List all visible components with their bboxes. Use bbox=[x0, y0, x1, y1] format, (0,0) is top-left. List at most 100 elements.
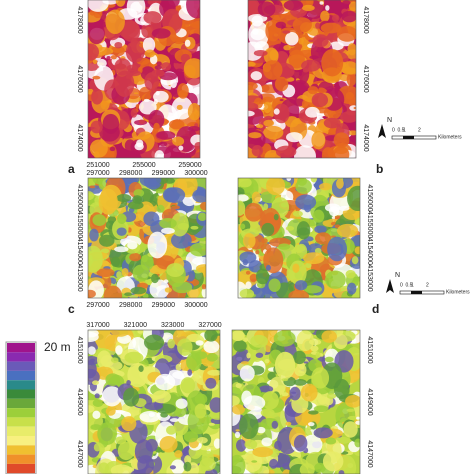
legend-swatch bbox=[7, 361, 35, 371]
map-texture bbox=[250, 71, 263, 81]
map-texture bbox=[248, 260, 263, 273]
map-texture bbox=[156, 61, 162, 67]
map-texture bbox=[348, 415, 357, 421]
map-texture bbox=[255, 352, 264, 358]
map-texture bbox=[261, 391, 279, 410]
map-frame bbox=[87, 177, 207, 299]
map-texture bbox=[314, 225, 327, 234]
map-texture bbox=[106, 56, 111, 60]
map-texture bbox=[200, 445, 211, 451]
x-tick-label-top: 298000 bbox=[119, 170, 142, 177]
map-texture bbox=[190, 225, 199, 230]
y-tick-label: 4176000 bbox=[76, 65, 83, 92]
map-texture bbox=[269, 376, 286, 396]
map-texture bbox=[148, 109, 165, 130]
map-texture bbox=[341, 10, 356, 23]
map-texture bbox=[110, 55, 117, 60]
map-texture bbox=[93, 21, 107, 29]
map-panel bbox=[232, 330, 360, 474]
map-texture bbox=[92, 75, 101, 80]
map-texture bbox=[274, 76, 289, 92]
map-texture bbox=[282, 30, 291, 34]
map-texture bbox=[239, 288, 255, 298]
map-texture bbox=[115, 345, 123, 355]
map-texture bbox=[289, 386, 301, 401]
y-tick-label: 4147000 bbox=[366, 440, 373, 467]
map-texture bbox=[94, 393, 100, 399]
map-texture bbox=[168, 119, 185, 130]
map-texture bbox=[283, 44, 291, 51]
y-tick-label: 4147000 bbox=[76, 440, 83, 467]
map-texture bbox=[105, 9, 125, 35]
map-texture bbox=[172, 136, 185, 146]
map-texture bbox=[333, 333, 348, 350]
map-texture bbox=[342, 0, 351, 6]
map-texture bbox=[164, 287, 172, 293]
map-texture bbox=[315, 351, 321, 359]
scale-label: 2 bbox=[418, 127, 421, 133]
panel-label: b bbox=[376, 162, 383, 176]
map-texture bbox=[109, 146, 116, 152]
map-texture bbox=[151, 28, 171, 39]
x-tick-label: 299000 bbox=[152, 302, 175, 309]
map-texture bbox=[178, 145, 184, 151]
map-texture bbox=[288, 289, 309, 298]
map-texture bbox=[153, 122, 160, 132]
map-texture bbox=[123, 387, 140, 407]
map-texture bbox=[268, 278, 281, 293]
legend-swatch bbox=[7, 370, 35, 381]
map-texture bbox=[244, 439, 258, 450]
map-texture bbox=[116, 227, 127, 236]
map-texture bbox=[331, 14, 340, 22]
map-texture bbox=[314, 247, 322, 254]
map-texture bbox=[183, 431, 199, 443]
map-texture bbox=[170, 459, 185, 474]
map-texture bbox=[311, 130, 326, 150]
map-texture bbox=[232, 404, 245, 415]
map-texture bbox=[322, 451, 344, 472]
map-texture bbox=[346, 408, 355, 412]
map-texture bbox=[275, 145, 297, 158]
map-texture bbox=[354, 246, 360, 255]
map-texture bbox=[340, 111, 356, 123]
map-texture bbox=[238, 200, 246, 216]
map-frame bbox=[87, 0, 201, 159]
map-texture bbox=[127, 201, 144, 210]
map-texture bbox=[103, 285, 123, 298]
map-texture bbox=[326, 393, 337, 399]
map-texture bbox=[312, 34, 329, 48]
x-tick-label: 297000 bbox=[86, 302, 109, 309]
map-texture bbox=[114, 70, 135, 98]
map-texture bbox=[139, 411, 160, 423]
map-texture bbox=[310, 345, 319, 352]
legend-swatch bbox=[7, 426, 35, 436]
map-texture bbox=[299, 34, 306, 38]
map-texture bbox=[98, 188, 118, 215]
map-texture bbox=[133, 189, 145, 197]
map-texture bbox=[347, 282, 357, 295]
map-texture bbox=[246, 352, 251, 359]
map-texture bbox=[201, 286, 206, 298]
map-texture bbox=[192, 188, 206, 203]
map-texture bbox=[159, 141, 168, 147]
scale-label: 0 bbox=[400, 282, 403, 288]
map-texture bbox=[319, 1, 324, 5]
map-texture bbox=[96, 268, 115, 278]
map-texture bbox=[184, 39, 191, 47]
map-texture bbox=[285, 226, 295, 231]
map-texture bbox=[308, 422, 315, 427]
map-texture bbox=[107, 215, 117, 225]
legend: 20 m bbox=[5, 340, 71, 474]
map-texture bbox=[312, 209, 325, 223]
map-texture bbox=[159, 218, 177, 229]
map-texture bbox=[88, 346, 96, 355]
map-texture bbox=[117, 441, 135, 461]
map-texture bbox=[114, 63, 127, 70]
map-texture bbox=[321, 48, 344, 77]
map-texture bbox=[166, 425, 177, 435]
map-texture bbox=[347, 43, 356, 56]
legend-swatch bbox=[7, 343, 35, 353]
map-texture bbox=[134, 142, 144, 151]
map-texture bbox=[327, 236, 348, 262]
map-texture bbox=[354, 438, 360, 448]
